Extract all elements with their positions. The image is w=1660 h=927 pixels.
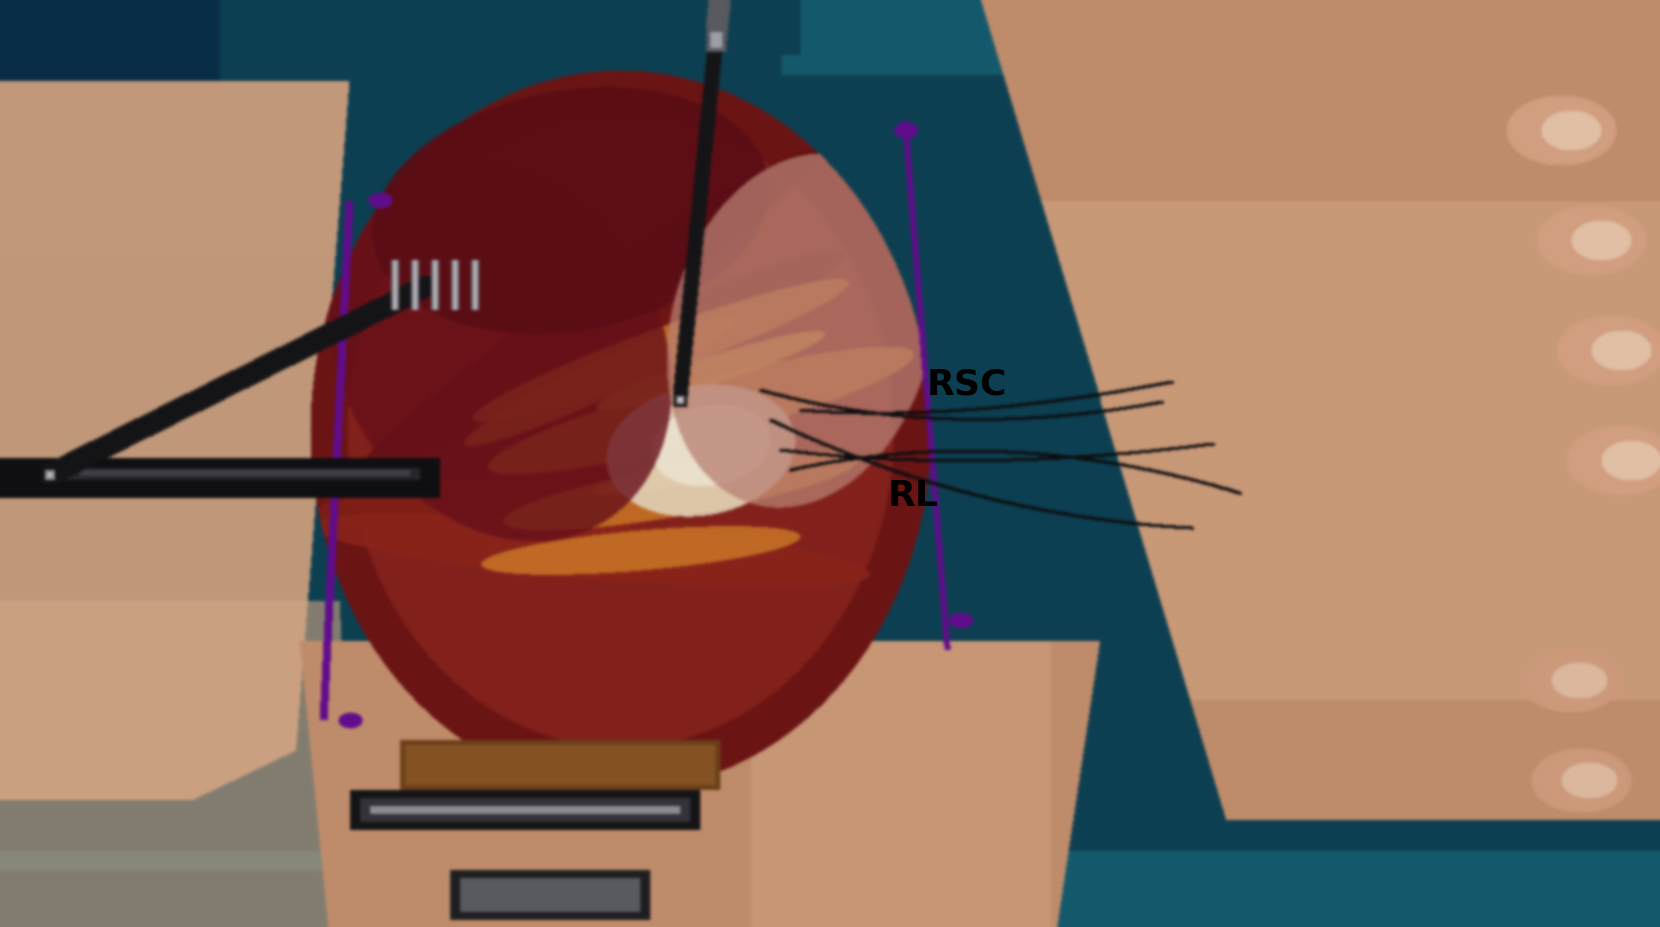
Text: RSC: RSC <box>926 368 1006 401</box>
Text: RL: RL <box>888 479 940 513</box>
